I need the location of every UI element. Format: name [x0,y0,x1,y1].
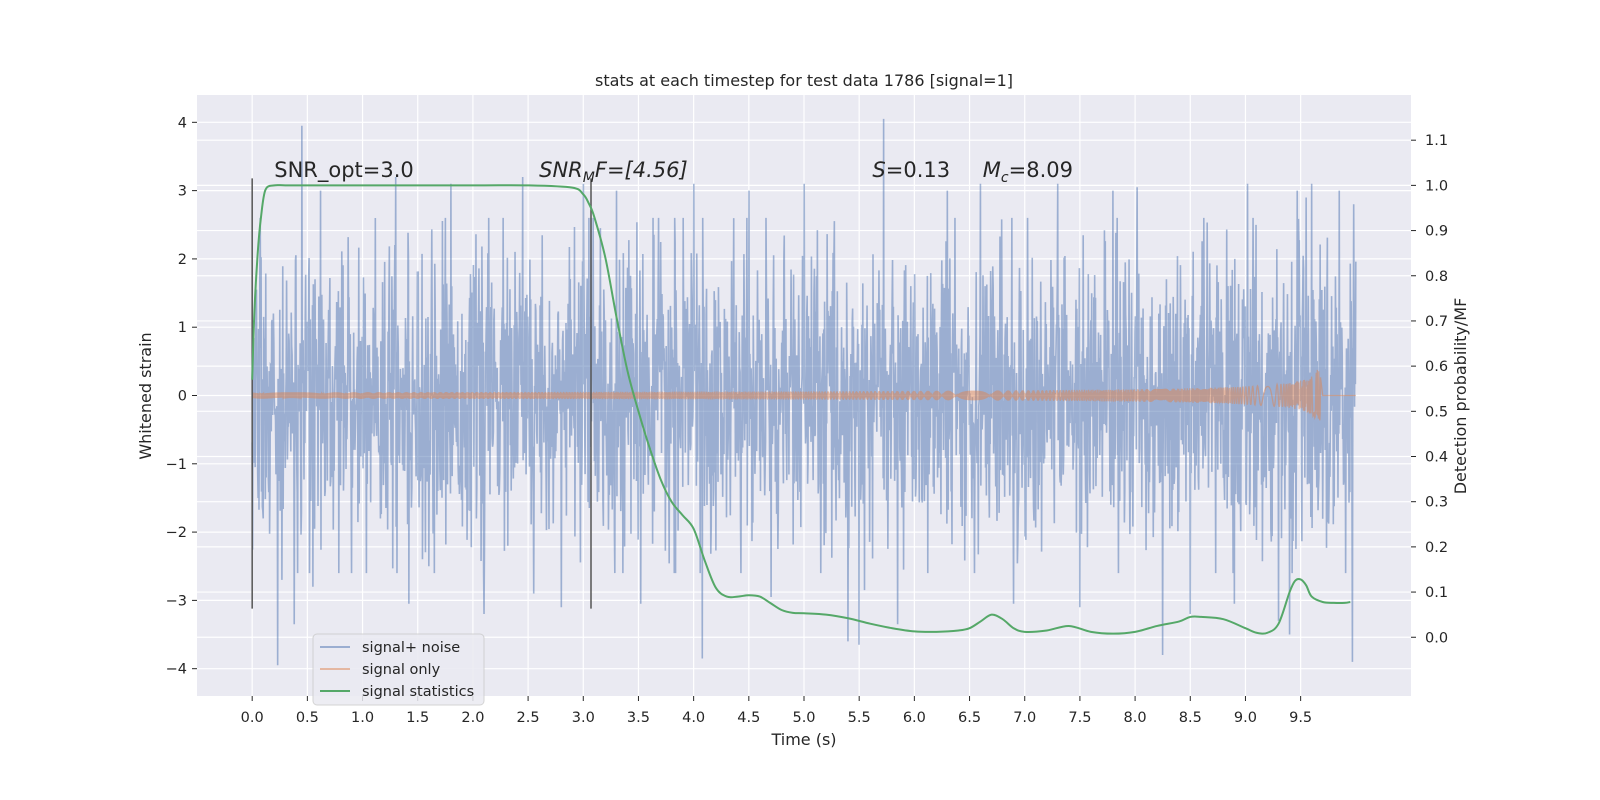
y2-tick-label: 0.3 [1425,495,1448,511]
y-axis-label: Whitened strain [136,332,155,459]
y2-tick-label: 1.0 [1425,178,1448,194]
y2-tick-label: 0.4 [1425,450,1448,466]
y2-tick-label: 0.7 [1425,314,1448,330]
x-tick-label: 9.5 [1289,710,1312,726]
signal-statistics-series [251,184,1351,635]
x-tick-label: 8.0 [1124,710,1147,726]
signal-statistics-line [251,184,1351,635]
x-tick-label: 2.0 [461,710,484,726]
signal-noise-series [251,118,1357,666]
x-tick-label: 0.5 [296,710,319,726]
chart-title: stats at each timestep for test data 178… [595,71,1013,90]
signal-only-series [251,369,1356,421]
annotation-text: Mc=8.09 [983,158,1073,186]
y-tick-label: 3 [178,184,187,200]
legend: signal+ noise signal only signal statist… [312,633,485,706]
legend-label-signal-only: signal only [362,662,441,678]
x-axis-ticks: 0.0 0.5 1.0 1.5 2.0 2.5 3.0 3.5 4.0 4.5 5.0 5.5 6.0 6… [241,696,1312,726]
x-tick-label: 7.0 [1013,710,1036,726]
x-tick-label: 8.5 [1179,710,1202,726]
y2-tick-label: 0.5 [1425,404,1448,420]
y2-axis-ticks: 0.0 0.1 0.2 0.3 0.4 0.5 0.6 0.7 0.8 0.9 1.0 1.1 [1411,133,1448,646]
y2-tick-label: 0.1 [1425,585,1448,601]
x-tick-label: 2.5 [517,710,540,726]
x-tick-label: 5.0 [792,710,815,726]
y2-tick-label: 1.1 [1425,133,1448,149]
y-tick-label: −1 [166,457,187,473]
y2-tick-label: 0.9 [1425,224,1448,240]
x-tick-label: 3.5 [627,710,650,726]
y-tick-label: 0 [178,389,187,405]
x-axis-label: Time (s) [770,730,836,749]
annotation-text: S=0.13 [872,158,950,182]
y-tick-label: 4 [178,115,187,131]
signal-noise-line [251,118,1357,666]
x-tick-label: 5.5 [848,710,871,726]
x-tick-label: 1.0 [351,710,374,726]
x-tick-label: 4.0 [682,710,705,726]
y2-tick-label: 0.6 [1425,359,1448,375]
x-tick-label: 1.5 [406,710,429,726]
y-tick-label: −4 [166,662,187,678]
legend-label-signal-noise: signal+ noise [362,640,460,656]
y2-tick-label: 0.8 [1425,269,1448,285]
annotations: SNR_opt=3.0 SNRMF=[4.56] S=0.13 Mc=8.09 [274,158,1073,186]
x-tick-label: 7.5 [1068,710,1091,726]
y2-tick-label: 0.2 [1425,540,1448,556]
y-axis-ticks: −4 −3 −2 −1 0 1 2 3 4 [166,115,197,678]
x-tick-label: 9.0 [1234,710,1257,726]
vertical-lines [251,178,592,609]
annotation-text: SNR_opt=3.0 [274,158,414,183]
y2-axis-label: Detection probability/MF [1451,298,1470,495]
annotation-text: SNRMF=[4.56] [539,158,688,186]
signal-only-line [251,369,1356,421]
legend-label-signal-statistics: signal statistics [362,684,474,700]
x-tick-label: 4.5 [737,710,760,726]
legend-box [312,633,485,706]
x-tick-label: 3.0 [572,710,595,726]
y-tick-label: −3 [166,593,187,609]
y2-tick-label: 0.0 [1425,630,1448,646]
x-tick-label: 6.5 [958,710,981,726]
y-tick-label: 1 [178,320,187,336]
x-tick-label: 6.0 [903,710,926,726]
y-tick-label: 2 [178,252,187,268]
x-tick-label: 0.0 [241,710,264,726]
y-tick-label: −2 [166,525,187,541]
